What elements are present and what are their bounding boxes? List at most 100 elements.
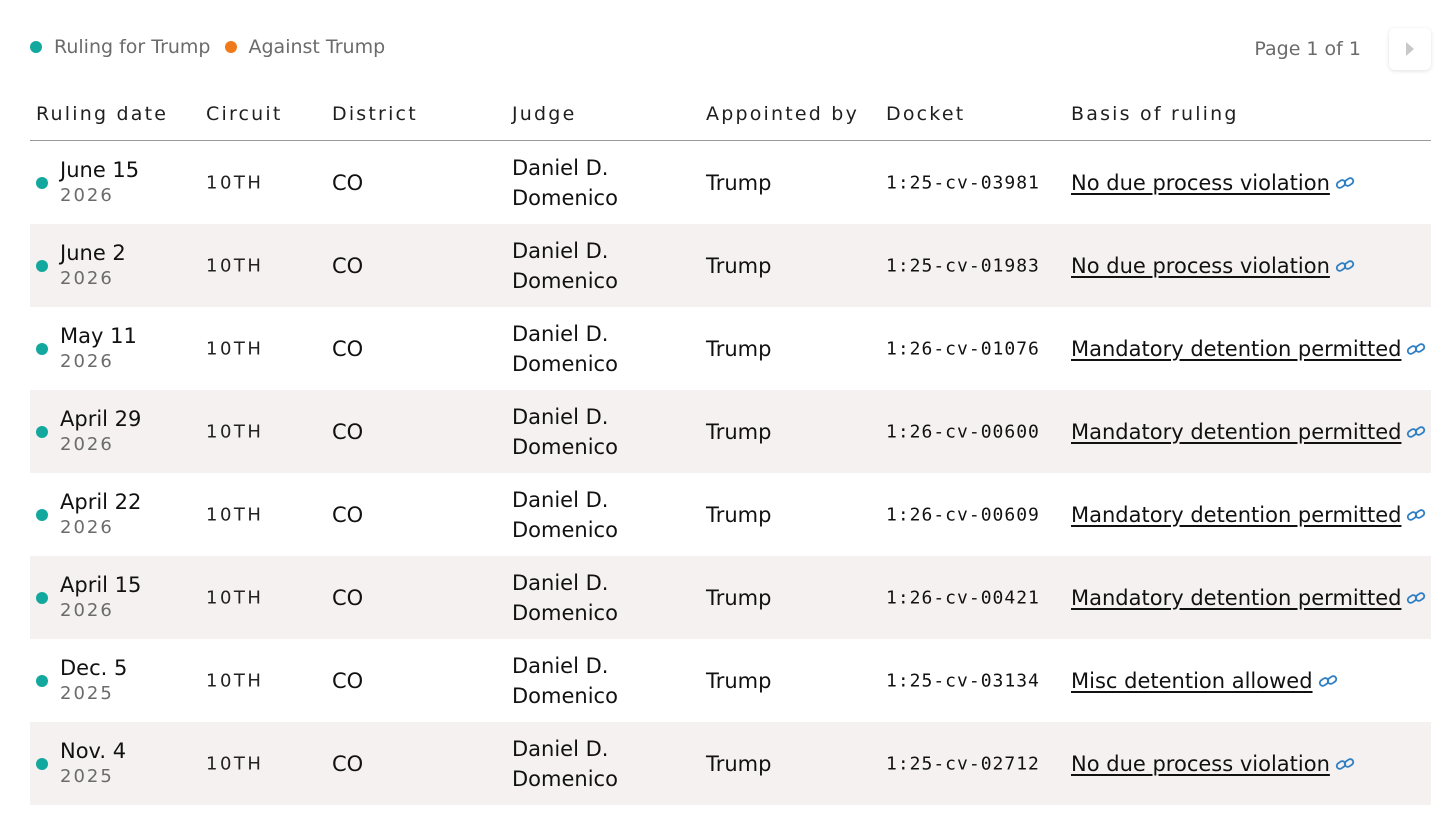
ruling-date-day: June 2 (60, 240, 126, 265)
legend-against-label: Against Trump (248, 36, 386, 58)
circuit-cell: 10TH (206, 338, 264, 359)
basis-link[interactable]: No due process violation (1071, 170, 1330, 195)
judge-cell: Daniel D. Domenico (512, 238, 618, 293)
docket-cell: 1:26-cv-00421 (886, 587, 1040, 608)
ruling-for-dot-icon (36, 591, 48, 604)
table-row: May 11 2026 10TH CO Daniel D. Domenico T… (30, 307, 1431, 390)
ruling-date-year: 2026 (60, 267, 114, 289)
link-icon[interactable] (1318, 673, 1338, 689)
judge-cell: Daniel D. Domenico (512, 570, 618, 625)
circuit-cell: 10TH (206, 504, 264, 525)
docket-cell: 1:25-cv-01983 (886, 255, 1040, 276)
ruling-for-dot-icon (36, 176, 48, 189)
docket-cell: 1:25-cv-02712 (886, 753, 1040, 774)
link-icon[interactable] (1335, 258, 1355, 274)
ruling-date-year: 2026 (60, 516, 114, 538)
basis-link[interactable]: Mandatory detention permitted (1071, 585, 1402, 610)
docket-cell: 1:25-cv-03981 (886, 172, 1040, 193)
basis-link[interactable]: Mandatory detention permitted (1071, 502, 1402, 527)
ruling-for-dot-icon (36, 425, 48, 438)
basis-cell: Mandatory detention permitted (1071, 420, 1426, 444)
appointed-by-cell: Trump (706, 170, 772, 195)
appointed-by-cell: Trump (706, 751, 772, 776)
legend-for-label: Ruling for Trump (54, 36, 211, 58)
judge-cell: Daniel D. Domenico (512, 155, 618, 210)
circuit-cell: 10TH (206, 255, 264, 276)
ruling-date-year: 2026 (60, 184, 114, 206)
triangle-right-icon (1406, 42, 1414, 56)
judge-cell: Daniel D. Domenico (512, 736, 618, 791)
basis-cell: No due process violation (1071, 254, 1355, 278)
district-cell: CO (332, 668, 364, 693)
ruling-date-day: Nov. 4 (60, 738, 127, 763)
ruling-date-year: 2026 (60, 599, 114, 621)
judge-cell: Daniel D. Domenico (512, 321, 618, 376)
against-dot-icon (224, 41, 237, 53)
basis-link[interactable]: Mandatory detention permitted (1071, 336, 1402, 361)
ruling-for-dot-icon (36, 342, 48, 355)
basis-link[interactable]: Mandatory detention permitted (1071, 419, 1402, 444)
link-icon[interactable] (1406, 424, 1426, 440)
docket-cell: 1:25-cv-03134 (886, 670, 1040, 691)
ruling-date-day: May 11 (60, 323, 137, 348)
basis-cell: Mandatory detention permitted (1071, 503, 1426, 527)
table-row: April 29 2026 10TH CO Daniel D. Domenico… (30, 390, 1431, 473)
district-cell: CO (332, 253, 364, 278)
district-cell: CO (332, 585, 364, 610)
table-row: Nov. 4 2025 10TH CO Daniel D. Domenico T… (30, 722, 1431, 805)
table-row: June 15 2026 10TH CO Daniel D. Domenico … (30, 141, 1431, 224)
link-icon[interactable] (1406, 341, 1426, 357)
link-icon[interactable] (1335, 756, 1355, 772)
ruling-date: June 2 2026 (60, 240, 126, 292)
ruling-date-year: 2025 (60, 682, 114, 704)
header-judge[interactable]: Judge (512, 103, 577, 125)
link-icon[interactable] (1335, 175, 1355, 191)
table-row: Dec. 5 2025 10TH CO Daniel D. Domenico T… (30, 639, 1431, 722)
appointed-by-cell: Trump (706, 668, 772, 693)
table-row: April 22 2026 10TH CO Daniel D. Domenico… (30, 473, 1431, 556)
circuit-cell: 10TH (206, 587, 264, 608)
ruling-date-year: 2026 (60, 350, 114, 372)
header-appointed-by[interactable]: Appointed by (706, 103, 860, 125)
ruling-date: Nov. 4 2025 (60, 738, 126, 790)
circuit-cell: 10TH (206, 670, 264, 691)
ruling-date: Dec. 5 2025 (60, 655, 127, 707)
link-icon[interactable] (1406, 590, 1426, 606)
header-basis-of-ruling[interactable]: Basis of ruling (1071, 103, 1239, 125)
header-docket[interactable]: Docket (886, 103, 966, 125)
legend: Ruling for Trump Against Trump (30, 36, 399, 58)
district-cell: CO (332, 502, 364, 527)
district-cell: CO (332, 336, 364, 361)
docket-cell: 1:26-cv-01076 (886, 338, 1040, 359)
docket-cell: 1:26-cv-00600 (886, 421, 1040, 442)
ruling-date-day: April 29 (60, 406, 142, 431)
district-cell: CO (332, 751, 364, 776)
for-dot-icon (30, 41, 42, 53)
legend-item-for: Ruling for Trump (30, 36, 211, 58)
judge-cell: Daniel D. Domenico (512, 487, 618, 542)
docket-cell: 1:26-cv-00609 (886, 504, 1040, 525)
basis-link[interactable]: Misc detention allowed (1071, 668, 1313, 693)
ruling-date-day: April 15 (60, 572, 142, 597)
toolbar: Ruling for Trump Against Trump Page 1 of… (30, 28, 1431, 72)
basis-cell: Mandatory detention permitted (1071, 337, 1426, 361)
ruling-for-dot-icon (36, 757, 48, 770)
header-ruling-date[interactable]: Ruling date (36, 103, 169, 125)
basis-link[interactable]: No due process violation (1071, 751, 1330, 776)
ruling-date: June 15 2026 (60, 157, 139, 209)
ruling-for-dot-icon (36, 259, 48, 272)
table-row: April 15 2026 10TH CO Daniel D. Domenico… (30, 556, 1431, 639)
rulings-table: Ruling date Circuit District Judge Appoi… (30, 90, 1431, 805)
ruling-date: April 29 2026 (60, 406, 141, 458)
circuit-cell: 10TH (206, 172, 264, 193)
ruling-for-dot-icon (36, 674, 48, 687)
appointed-by-cell: Trump (706, 253, 772, 278)
table-header: Ruling date Circuit District Judge Appoi… (30, 90, 1431, 141)
district-cell: CO (332, 170, 364, 195)
header-circuit[interactable]: Circuit (206, 103, 283, 125)
link-icon[interactable] (1406, 507, 1426, 523)
next-page-button[interactable] (1389, 28, 1431, 70)
header-district[interactable]: District (332, 103, 418, 125)
basis-link[interactable]: No due process violation (1071, 253, 1330, 278)
